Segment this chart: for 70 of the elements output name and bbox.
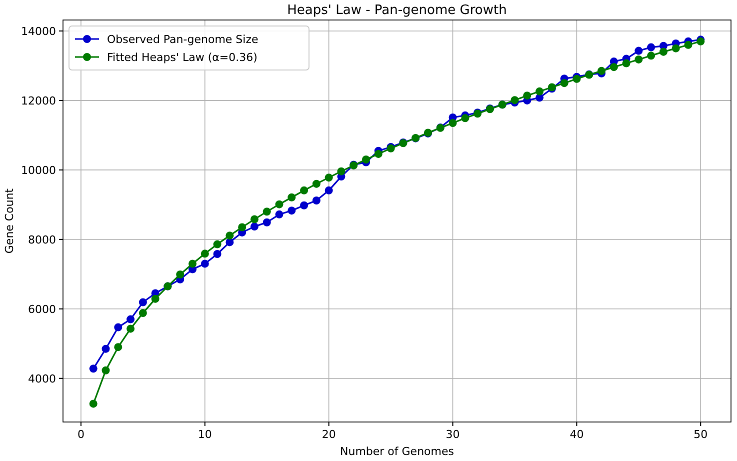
x-tick-label: 0 [77,428,84,441]
point [362,156,370,164]
point [138,298,147,306]
point [89,364,98,373]
point [312,196,320,205]
point [288,206,296,215]
x-tick-label: 40 [570,428,584,441]
point [126,324,135,333]
legend-label: Observed Pan-genome Size [107,33,258,46]
point [337,167,346,176]
point [250,215,258,224]
point [275,200,284,208]
point [510,96,519,104]
point [523,92,532,100]
point [300,186,308,194]
point [213,240,222,248]
point [448,119,457,128]
point [300,201,308,210]
x-tick-label: 30 [446,428,460,441]
point [597,66,606,75]
y-axis-title: Gene Count [3,188,16,254]
point [275,210,284,218]
y-tick-label: 14000 [21,24,56,38]
x-tick-label: 10 [198,428,212,441]
point [672,44,680,52]
point [126,315,135,324]
point [536,87,544,96]
x-tick-label: 20 [322,428,336,441]
point [262,218,271,226]
point [374,150,382,158]
point [647,43,656,52]
y-tick-label: 10000 [21,164,56,177]
point [288,193,296,202]
legend-label: Fitted Heaps' Law (α=0.36) [107,51,258,64]
point [262,208,271,216]
point [610,63,618,72]
y-tick-label: 4000 [28,372,56,386]
point [89,400,98,408]
point [114,343,122,352]
point [226,238,234,246]
point [176,270,184,278]
point [622,59,630,68]
point [324,186,333,194]
point [213,250,222,258]
point [102,366,110,374]
point [188,260,197,268]
point [138,309,147,318]
point [659,48,668,56]
y-tick-label: 8000 [28,233,56,246]
point [560,79,568,88]
x-tick-label: 50 [694,428,708,441]
x-axis-title: Number of Genomes [340,445,454,458]
point [102,344,110,353]
point [114,323,122,332]
point [324,174,333,182]
point [461,114,470,122]
chart-title: Heaps' Law - Pan-genome Growth [287,3,507,18]
point [250,222,258,231]
point [238,223,246,232]
point [312,180,320,188]
point [634,55,643,64]
y-tick-label: 6000 [28,302,56,316]
point [200,260,209,268]
point [647,52,656,60]
y-tick-label: 12000 [21,94,56,108]
point [151,294,160,303]
point [684,40,692,49]
point [200,250,209,258]
point [634,46,643,55]
point [226,232,234,240]
